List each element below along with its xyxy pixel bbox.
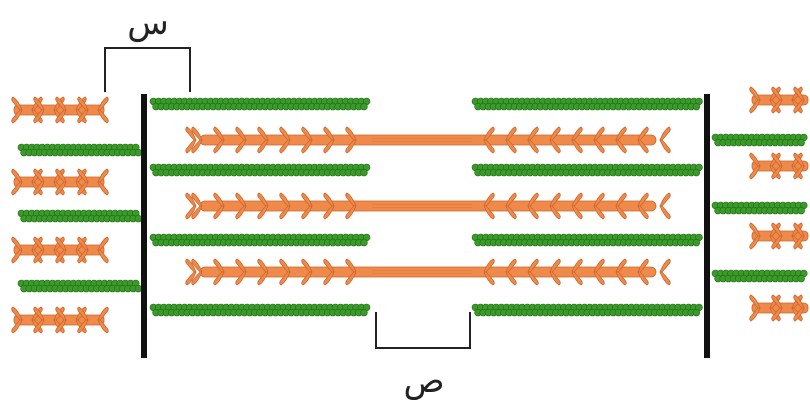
actin-filament: [17, 209, 143, 223]
myosin-filament-fragment: [11, 236, 109, 264]
actin-filament: [471, 163, 703, 177]
top-label: س: [127, 3, 169, 43]
myosin-filament-fragment: [749, 222, 809, 250]
myosin-filament: [185, 258, 671, 286]
myosin-filaments: [11, 86, 809, 334]
actin-filaments: [17, 97, 808, 317]
bottom-bracket: [375, 312, 471, 349]
actin-filament: [149, 233, 371, 247]
actin-filament: [471, 233, 703, 247]
actin-filament: [17, 143, 143, 157]
myosin-filament-fragment: [749, 86, 809, 114]
actin-filament: [17, 279, 143, 293]
top-bracket: [104, 47, 191, 92]
myosin-filament: [185, 126, 671, 154]
z-line-right: [704, 94, 710, 358]
z-lines: [141, 94, 710, 358]
myosin-filament-fragment: [11, 96, 109, 124]
myosin-filament: [185, 192, 671, 220]
actin-filament: [149, 97, 371, 111]
actin-filament: [471, 303, 703, 317]
myosin-filament-fragment: [749, 152, 809, 180]
bottom-label: ص: [403, 361, 444, 400]
myosin-filament-fragment: [11, 168, 109, 196]
actin-filament: [711, 269, 808, 283]
actin-filament: [149, 303, 371, 317]
actin-filament: [711, 201, 808, 215]
actin-filament: [149, 163, 371, 177]
myosin-filament-fragment: [11, 306, 109, 334]
z-line-left: [141, 94, 147, 358]
actin-filament: [471, 97, 703, 111]
myosin-filament-fragment: [749, 294, 809, 322]
actin-filament: [711, 133, 808, 147]
